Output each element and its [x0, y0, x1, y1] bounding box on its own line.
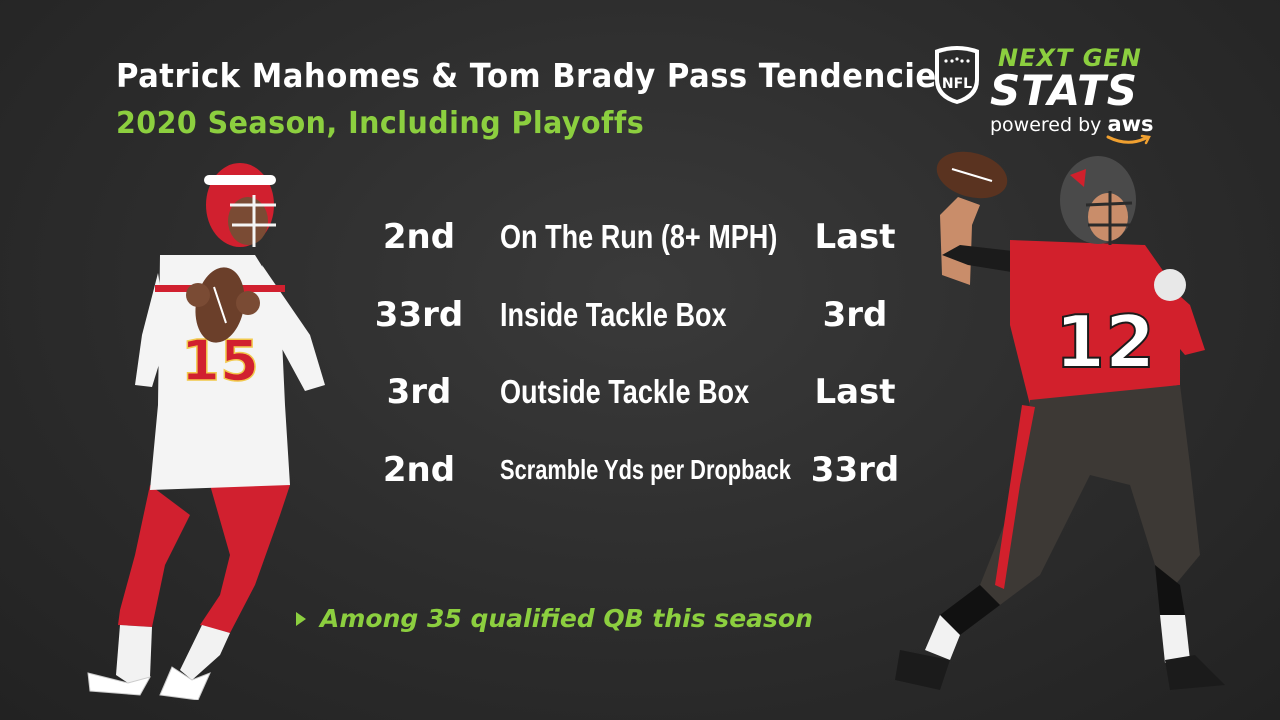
nfl-shield-icon: NFL — [935, 46, 979, 104]
powered-by-label: powered by — [990, 114, 1102, 136]
brand-top: NEXT GEN — [998, 44, 1142, 72]
stat-row-inside-tackle-box: 33rd Inside Tackle Box 3rd — [360, 290, 920, 340]
next-gen-stats-logo: NFL NEXT GEN STATS powered by aws — [932, 40, 1172, 150]
page-subtitle: 2020 Season, Including Playoffs — [116, 106, 645, 141]
brady-jersey-number: 12 — [1055, 300, 1155, 384]
powered-by: powered by aws — [990, 112, 1154, 136]
metric-label: Scramble Yds per Dropback — [500, 454, 791, 485]
mahomes-rank: 3rd — [386, 372, 452, 412]
brady-player-icon: 12 — [895, 151, 1225, 690]
brand-main: STATS — [990, 66, 1139, 115]
brady-rank: 3rd — [822, 295, 888, 335]
nfl-shield-text: NFL — [942, 76, 972, 92]
page-title: Patrick Mahomes & Tom Brady Pass Tendenc… — [116, 56, 956, 95]
aws-smile-icon — [1106, 134, 1151, 145]
metric-label: Outside Tackle Box — [500, 373, 750, 410]
footnote-text: Among 35 qualified QB this season — [320, 604, 813, 633]
footnote: Among 35 qualified QB this season — [296, 604, 813, 633]
aws-logo-text: aws — [1107, 112, 1154, 136]
stat-row-scramble-yds: 2nd Scramble Yds per Dropback 33rd — [360, 445, 920, 495]
brady-rank: 33rd — [810, 450, 900, 490]
mahomes-rank: 2nd — [382, 450, 456, 490]
brady-rank: Last — [814, 372, 896, 412]
metric-label: On The Run (8+ MPH) — [500, 218, 778, 255]
triangle-bullet-icon — [296, 611, 306, 626]
mahomes-rank: 33rd — [374, 295, 464, 335]
stat-row-outside-tackle-box: 3rd Outside Tackle Box Last — [360, 367, 920, 417]
mahomes-player-icon: 15 — [87, 163, 325, 700]
brady-rank: Last — [814, 217, 896, 257]
stat-row-on-the-run: 2nd On The Run (8+ MPH) Last — [360, 212, 920, 262]
mahomes-rank: 2nd — [382, 217, 456, 257]
metric-label: Inside Tackle Box — [500, 296, 727, 333]
